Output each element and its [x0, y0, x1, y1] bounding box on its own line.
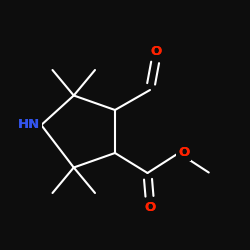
Text: HN: HN [18, 118, 40, 132]
Text: O: O [150, 45, 162, 58]
Text: O: O [144, 201, 156, 214]
Text: O: O [150, 45, 162, 58]
Text: O: O [178, 146, 190, 160]
Text: O: O [178, 146, 190, 160]
Text: O: O [144, 201, 156, 214]
Text: HN: HN [18, 118, 40, 132]
